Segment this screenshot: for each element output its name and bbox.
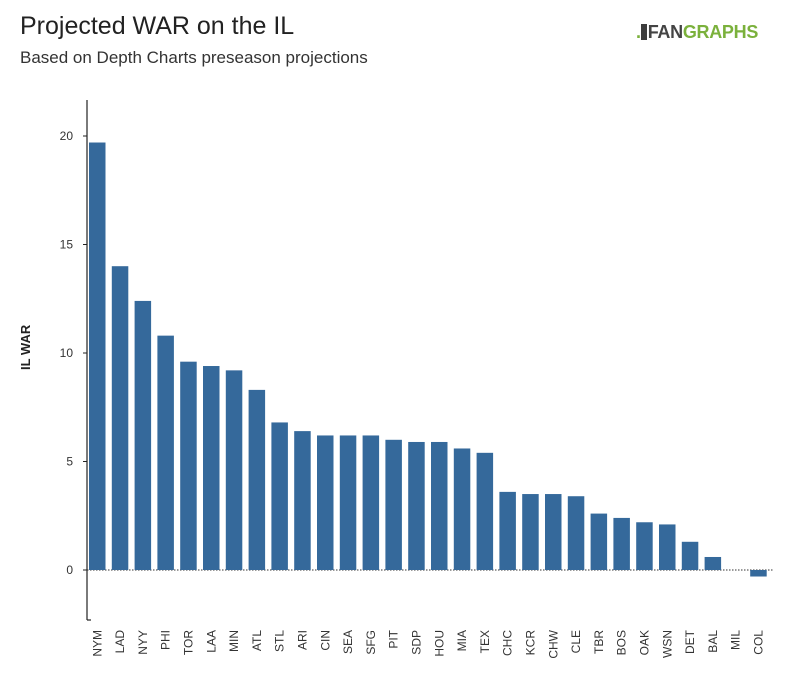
x-tick-label-tor: TOR xyxy=(181,630,195,655)
bar-sea xyxy=(339,435,357,570)
bar-tor xyxy=(180,361,197,570)
bar-ari xyxy=(294,431,311,570)
x-tick-label-col: COL xyxy=(751,630,765,655)
x-tick-label-sea: SEA xyxy=(341,630,355,654)
bar-stl xyxy=(271,422,288,570)
chart-bars xyxy=(89,142,767,577)
x-tick-label-cin: CIN xyxy=(318,630,332,651)
x-tick-label-laa: LAA xyxy=(204,630,218,653)
x-tick-label-bos: BOS xyxy=(615,630,629,655)
bar-det xyxy=(681,541,699,570)
x-tick-label-chw: CHW xyxy=(546,629,560,658)
logo-dots: . xyxy=(636,22,641,42)
logo-graphs-text: GRAPHS xyxy=(682,22,759,42)
x-tick-label-atl: ATL xyxy=(250,630,264,651)
bar-chc xyxy=(499,491,516,570)
bar-wsn xyxy=(659,524,676,570)
bar-kcr xyxy=(522,494,539,570)
x-tick-label-phi: PHI xyxy=(159,630,173,650)
bar-cle xyxy=(567,496,585,570)
bar-lad xyxy=(111,266,129,570)
bar-nyy xyxy=(134,300,152,570)
chart-title: Projected WAR on the IL xyxy=(20,12,295,40)
bar-phi xyxy=(157,335,174,570)
x-tick-label-pit: PIT xyxy=(387,629,401,648)
x-tick-label-ari: ARI xyxy=(295,630,309,650)
bar-bos xyxy=(613,517,630,570)
y-tick-labels: 0 5 10 15 20 xyxy=(60,129,87,577)
bar-tbr xyxy=(590,513,608,570)
x-tick-label-hou: HOU xyxy=(432,630,446,657)
x-tick-label-min: MIN xyxy=(227,630,241,652)
x-tick-label-kcr: KCR xyxy=(523,630,537,656)
x-tick-labels: NYM LAD NYY PHI TOR LAA MIN ATL STL ARI CIN SEA SFG P… xyxy=(90,629,765,658)
bar-chw xyxy=(545,494,562,570)
bar-sfg xyxy=(362,435,380,570)
x-tick-label-tbr: TBR xyxy=(592,630,606,654)
y-tick-label: 5 xyxy=(66,455,73,469)
bar-sdp xyxy=(408,441,425,570)
x-tick-label-wsn: WSN xyxy=(660,630,674,658)
logo-fan-text: FAN xyxy=(647,22,683,42)
y-tick-label: 20 xyxy=(60,129,74,143)
chart-subtitle: Based on Depth Charts preseason projecti… xyxy=(20,48,368,67)
bar-laa xyxy=(203,366,220,570)
logo-figure-icon xyxy=(640,24,647,40)
fangraphs-logo[interactable]: . FANGRAPHS xyxy=(636,22,758,43)
x-tick-label-nyy: NYY xyxy=(136,630,150,655)
bar-min xyxy=(225,370,243,570)
x-tick-label-bal: BAL xyxy=(706,630,720,653)
y-tick-label: 0 xyxy=(66,563,73,577)
x-tick-label-mil: MIL xyxy=(729,630,743,650)
chart-axes xyxy=(86,100,773,621)
x-tick-label-oak: OAK xyxy=(637,630,651,655)
x-tick-label-cle: CLE xyxy=(569,630,583,653)
bar-nym xyxy=(89,142,106,570)
bar-hou xyxy=(431,441,448,570)
bar-mia xyxy=(453,448,471,570)
bar-cin xyxy=(317,435,334,570)
x-tick-label-sdp: SDP xyxy=(409,630,423,655)
bar-col xyxy=(750,570,767,577)
y-tick-label: 10 xyxy=(60,346,74,360)
bar-oak xyxy=(636,522,653,570)
x-tick-label-tex: TEX xyxy=(478,630,492,653)
x-tick-label-det: DET xyxy=(683,629,697,654)
bar-bal xyxy=(704,556,722,570)
x-tick-label-nym: NYM xyxy=(90,630,104,657)
x-tick-label-stl: STL xyxy=(273,630,287,652)
y-tick-label: 15 xyxy=(60,238,74,252)
x-tick-label-mia: MIA xyxy=(455,630,469,651)
x-tick-label-chc: CHC xyxy=(501,630,515,656)
bar-tex xyxy=(476,452,494,570)
x-tick-label-lad: LAD xyxy=(113,630,127,654)
x-tick-label-sfg: SFG xyxy=(364,630,378,655)
bar-pit xyxy=(385,439,402,570)
bar-atl xyxy=(248,389,266,570)
